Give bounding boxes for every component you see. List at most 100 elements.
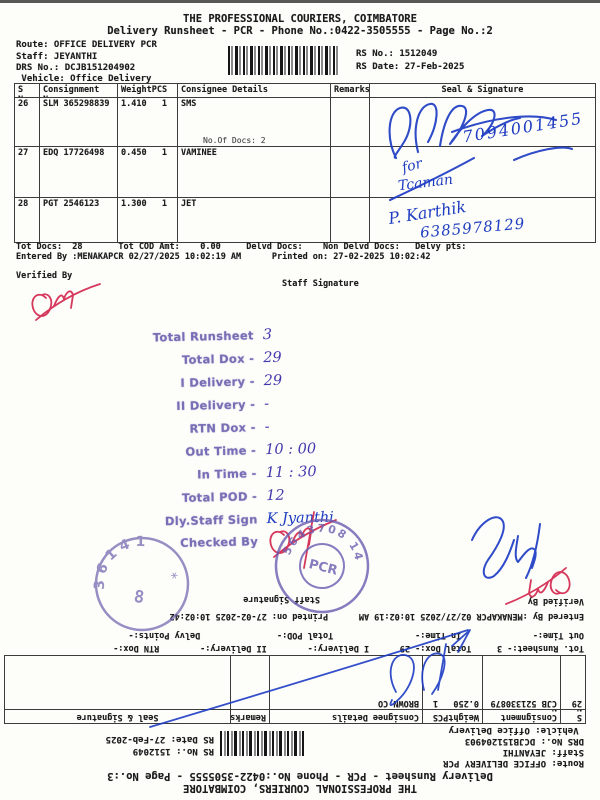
cell-consignee: JET (178, 198, 331, 242)
entered-line-p3: Entered By :MENAKAPCR 02/27/2025 10:02:1… (169, 611, 584, 621)
header-weight: Weight (448, 712, 479, 722)
rs-date-line-p3: RS Date: 27-Feb-2025 (105, 734, 214, 744)
staff-signature-label-p3: Staff Signature (243, 594, 320, 604)
route-line-p3: Route: OFFICE DELIVERY PCR (443, 758, 584, 768)
cell-sno: 29 (560, 656, 585, 709)
header-weight-pcs: Weight PCS (118, 84, 178, 97)
barcode (228, 46, 340, 75)
table-header-row: S No Consignment No Weight PCS Consignee… (5, 709, 585, 723)
cell-weight: 0.450 (121, 148, 147, 158)
cell-consignee: BROWN CO (269, 656, 422, 709)
header-remarks: Remarks (331, 84, 370, 97)
staff-signature-label: Staff Signature (282, 279, 359, 289)
staff-line: Staff: JEYANTHI (16, 52, 98, 62)
cell-sno: 26 (15, 98, 40, 146)
route-line: Route: OFFICE DELIVERY PCR (16, 40, 157, 50)
drs-no-line: DRS No.: DCJB151204902 (16, 63, 136, 73)
vehicle-line-p3: Vehicle: Office Delivery (448, 725, 584, 735)
cell-consignment: SLM 365298839 (40, 98, 118, 146)
header-pcs: PCS (432, 712, 449, 722)
table-row: 27 EDQ 17726498 0.450 1 VAMINEE (15, 147, 595, 198)
stamp-label: In Time - (197, 466, 257, 482)
stamp-line-checked-by: Checked By (128, 531, 418, 560)
signature-verified-by-red (31, 283, 101, 321)
summary-line2-p3: Out Time:- In Time:- Total POD:- Delvy P… (128, 630, 584, 640)
rotated-runsheet-page3: THE PROFESSIONAL COURIERS, COIMBATORE De… (0, 586, 600, 800)
cell-pcs: 1 (161, 99, 167, 109)
entered-line: Entered By :MENAKAPCR 02/27/2025 10:02:1… (16, 252, 431, 262)
header-consignee: Consignee Details (178, 84, 331, 97)
stamp-value: 10 : 00 (265, 441, 317, 459)
table-header-row: S No Consignment No Weight PCS Consignee… (15, 84, 595, 98)
cell-weight-pcs: 0.450 1 (118, 147, 178, 197)
header-sno: S No (560, 710, 585, 723)
cell-weight: 1.300 (121, 199, 147, 209)
table-row: 28 PGT 2546123 1.300 1 JET (15, 198, 595, 242)
docs-note: No.Of Docs: 2 (203, 136, 266, 145)
verified-by-label-p3: Verified By (527, 596, 584, 606)
cell-sno: 27 (15, 147, 40, 197)
header-consignee: Consignee Details (269, 710, 422, 723)
cell-pcs: 1 (433, 698, 439, 708)
header-weight-pcs: Weight PCS (422, 710, 482, 723)
cell-weight: 0.250 (453, 698, 479, 708)
cell-weight-pcs: 0.250 1 (422, 656, 482, 709)
cell-pcs: 1 (161, 148, 167, 158)
stamp-value-signature: K Jyanthi (266, 509, 335, 528)
signature-staff-blue (471, 516, 541, 579)
cell-consignment: EDQ 17726498 (40, 147, 118, 197)
barcode-p3 (220, 731, 304, 756)
rs-date-line: RS Date: 27-Feb-2025 (356, 62, 465, 72)
table-row: 29 CJB 521330879 0.250 1 BROWN CO (5, 656, 585, 709)
stamp-label: Total Dox - (181, 351, 255, 367)
header-sno: S No (15, 84, 40, 97)
company-title-p3: THE PROFESSIONAL COURIERS, COIMBATORE (183, 782, 417, 794)
rs-no-line-p3: RS No.: 1512049 (132, 746, 214, 756)
cell-sno: 28 (15, 198, 40, 242)
stamp-left-star: * (168, 569, 183, 587)
verified-by-label: Verified By (16, 271, 73, 281)
staff-line-p3: Staff: JEYANTHI (502, 747, 584, 757)
header-consignment: Consignment No (482, 710, 560, 723)
header-remarks: Remarks (230, 710, 269, 723)
delivery-summary-stamp: Total Runsheet 3 Total Dox - 29 I Delive… (124, 324, 419, 560)
runsheet-subtitle: Delivery Runsheet - PCR - Phone No.:0422… (107, 25, 493, 37)
header-consignment: Consignment No (40, 84, 118, 97)
cell-remarks (331, 147, 370, 197)
summary-line1-p3: Tot. Runsheet:- 3 Total Dox:- 29 I Deliv… (113, 643, 584, 653)
cell-remarks (331, 98, 370, 146)
cell-weight-pcs: 1.300 1 (118, 198, 178, 242)
cell-consignee: SMS No.Of Docs: 2 (178, 98, 331, 146)
header-pcs: PCS (151, 85, 168, 95)
stamp-label: Total POD - (181, 489, 258, 505)
cell-weight-pcs: 1.410 1 (118, 98, 178, 146)
scan-edge-strip (0, 0, 600, 3)
cell-weight: 1.410 (121, 99, 147, 109)
cell-consignment: CJB 521330879 (482, 656, 560, 709)
stamp-label: II Delivery - (176, 397, 256, 413)
stamp-label: Checked By (180, 534, 259, 550)
company-title: THE PROFESSIONAL COURIERS, COIMBATORE (183, 13, 417, 25)
stamp-value: 29 (263, 372, 283, 390)
stamp-value: - (264, 419, 270, 436)
stamp-value: 29 (263, 349, 282, 367)
totals-line: Tot Docs: 28 Tot COD Amt: 0.00 Delvd Doc… (16, 242, 467, 252)
stamp-pcr-label: PCR (307, 557, 339, 579)
drs-no-line-p3: DRS No.: DCJB151204903 (464, 736, 584, 746)
runsheet-subtitle-p3: Delivery Runsheet - PCR - Phone No.:0422… (107, 770, 493, 782)
cell-seal (5, 656, 230, 709)
cell-consignment: PGT 2546123 (40, 198, 118, 242)
stamp-value: - (264, 396, 270, 413)
stamp-value: 12 (265, 487, 285, 505)
cell-remarks (331, 198, 370, 242)
cell-pcs: 1 (161, 199, 167, 209)
stamp-label: Out Time - (185, 443, 257, 459)
rs-no-line: RS No.: 1512049 (356, 49, 438, 59)
runsheet-table: S No Consignment No Weight PCS Consignee… (14, 83, 596, 243)
header-weight: Weight (121, 85, 152, 95)
consignee-name: SMS (181, 99, 197, 109)
cell-consignee: VAMINEE (178, 147, 331, 197)
stamp-label: RTN Dox - (189, 420, 256, 436)
vehicle-line: Vehicle: Office Delivery (16, 74, 152, 84)
